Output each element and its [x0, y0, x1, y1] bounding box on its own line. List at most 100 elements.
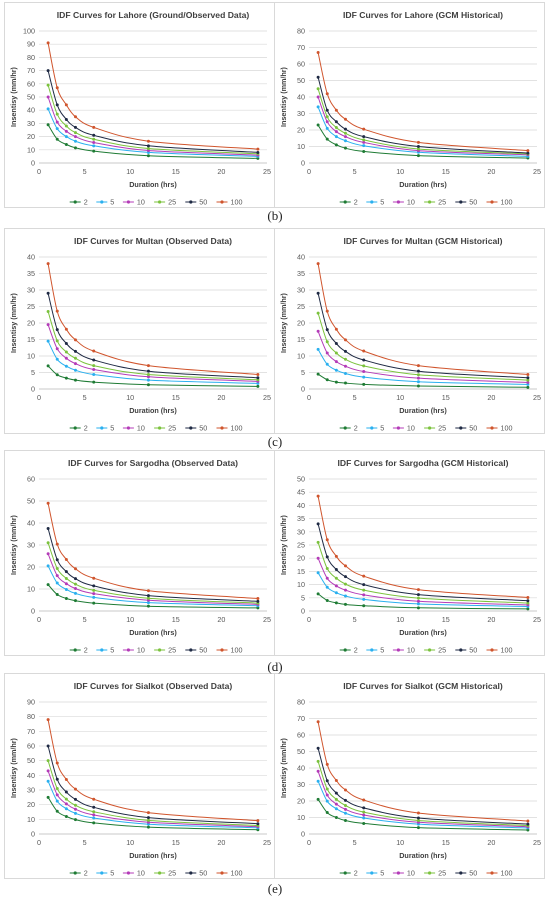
- idf-chart: IDF Curves for Sialkot (Observed Data) 0 1…: [9, 681, 271, 878]
- series-line-100: [47, 719, 258, 822]
- data-point: [92, 372, 96, 376]
- data-point: [526, 596, 530, 600]
- data-point: [92, 144, 96, 148]
- y-tick-label: 20: [297, 319, 305, 328]
- data-point: [46, 527, 50, 530]
- data-point: [92, 133, 96, 137]
- data-point: [256, 372, 260, 376]
- data-point: [146, 816, 150, 820]
- data-point: [73, 599, 77, 603]
- x-tick-label: 10: [396, 838, 404, 847]
- data-point: [64, 790, 68, 794]
- y-tick-label: 40: [27, 771, 35, 780]
- data-point: [73, 362, 77, 366]
- data-point: [325, 108, 329, 112]
- data-point: [55, 581, 59, 585]
- y-axis-label: Insentisy (mm/hr): [9, 292, 18, 353]
- data-point: [526, 822, 530, 826]
- data-point: [343, 131, 347, 135]
- figure-caption: (d): [267, 659, 283, 674]
- y-tick-label: 50: [297, 475, 305, 484]
- legend-marker: [428, 426, 432, 430]
- series-line-100: [317, 496, 528, 598]
- data-point: [256, 819, 260, 823]
- data-point: [325, 137, 329, 141]
- x-tick-label: 0: [37, 393, 41, 402]
- idf-chart: IDF Curves for Lahore (Ground/Observed D…: [9, 10, 271, 207]
- data-point: [416, 373, 420, 377]
- data-point: [325, 555, 329, 559]
- idf-chart: IDF Curves for Multan (GCM Historical) 0 5…: [279, 236, 541, 433]
- legend-label: 25: [168, 198, 176, 207]
- data-point: [526, 372, 530, 376]
- data-point: [64, 570, 68, 574]
- x-tick-label: 20: [217, 615, 225, 624]
- series-line-25: [47, 84, 258, 155]
- x-tick-label: 25: [263, 838, 271, 847]
- x-tick-label: 20: [217, 838, 225, 847]
- chart-panel: IDF Curves for Sialkot (Observed Data) 0 1…: [4, 673, 275, 879]
- legend-label: 5: [110, 646, 114, 655]
- data-point: [146, 375, 150, 379]
- x-tick-label: 5: [353, 167, 357, 176]
- y-tick-label: 10: [297, 580, 305, 589]
- y-tick-label: 10: [27, 145, 35, 154]
- data-point: [325, 340, 329, 344]
- legend-marker: [220, 648, 224, 652]
- x-axis-label: Duration (hrs): [399, 180, 447, 189]
- legend-label: 5: [110, 424, 114, 433]
- series-line-25: [47, 760, 258, 826]
- data-point: [256, 599, 260, 603]
- data-point: [46, 795, 50, 799]
- series-line-100: [47, 263, 258, 375]
- data-point: [73, 807, 77, 811]
- y-tick-label: 50: [297, 76, 305, 85]
- x-tick-label: 25: [263, 615, 271, 624]
- y-axis-label: Insentisy (mm/hr): [279, 737, 288, 798]
- legend-marker: [189, 871, 193, 875]
- legend-label: 50: [469, 646, 477, 655]
- legend-label: 100: [231, 869, 243, 878]
- x-tick-label: 15: [172, 167, 180, 176]
- data-point: [46, 552, 50, 556]
- data-point: [362, 593, 366, 597]
- chart-title: IDF Curves for Sargodha (Observed Data): [68, 458, 238, 468]
- data-point: [73, 368, 77, 372]
- data-point: [146, 601, 150, 605]
- y-tick-label: 70: [297, 43, 305, 52]
- data-point: [325, 362, 329, 366]
- data-point: [362, 583, 366, 587]
- y-tick-label: 25: [297, 302, 305, 311]
- data-point: [334, 591, 338, 595]
- x-tick-label: 10: [126, 167, 134, 176]
- data-point: [73, 582, 77, 586]
- x-tick-label: 10: [396, 167, 404, 176]
- legend-label: 100: [231, 198, 243, 207]
- data-point: [316, 262, 320, 266]
- legend-marker: [343, 871, 347, 875]
- x-tick-label: 20: [487, 393, 495, 402]
- legend-marker: [73, 648, 77, 652]
- data-point: [55, 347, 59, 351]
- legend-marker: [189, 200, 193, 204]
- chart-title: IDF Curves for Lahore (GCM Historical): [343, 10, 503, 20]
- y-tick-label: 15: [297, 335, 305, 344]
- data-point: [334, 120, 338, 124]
- x-tick-label: 25: [533, 615, 541, 624]
- series-line-100: [317, 263, 528, 375]
- legend-label: 2: [354, 869, 358, 878]
- data-point: [325, 328, 329, 332]
- legend-marker: [100, 426, 104, 430]
- y-tick-label: 50: [297, 747, 305, 756]
- data-point: [343, 788, 347, 792]
- y-axis-label: Insentisy (mm/hr): [279, 292, 288, 353]
- y-tick-label: 0: [301, 159, 305, 168]
- data-point: [416, 369, 420, 373]
- data-point: [73, 338, 77, 342]
- legend-marker: [220, 200, 224, 204]
- data-point: [316, 75, 320, 79]
- data-point: [46, 744, 50, 748]
- legend-label: 10: [137, 424, 145, 433]
- data-point: [316, 720, 320, 724]
- data-point: [325, 762, 329, 766]
